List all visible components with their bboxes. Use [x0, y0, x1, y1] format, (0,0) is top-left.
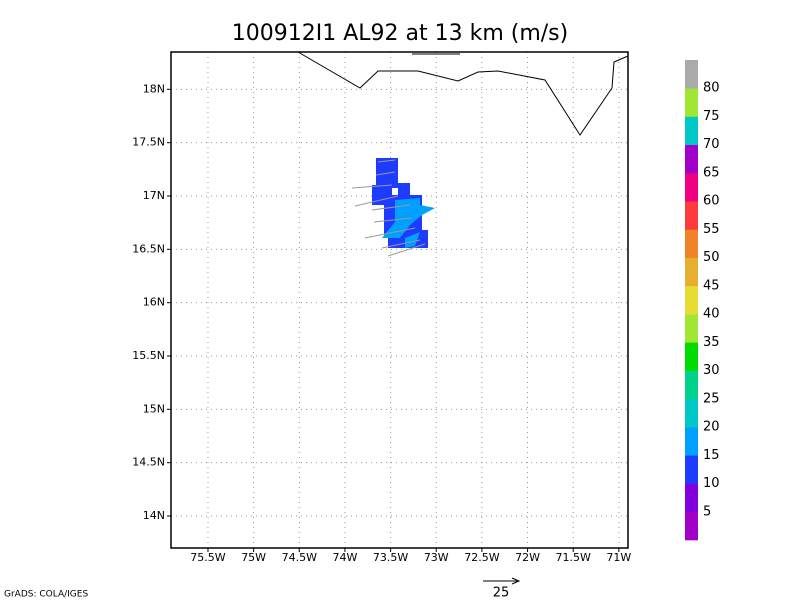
colorbar-swatch [685, 116, 698, 146]
colorbar-label: 15 [703, 448, 720, 463]
wind-field [351, 158, 435, 257]
colorbar-swatch [685, 144, 698, 174]
colorbar-swatch [685, 511, 698, 541]
vector-key: 25 [483, 577, 521, 600]
colorbar-label: 40 [703, 307, 720, 322]
colorbar-label: 35 [703, 335, 720, 350]
lon-label: 71.5W [556, 551, 591, 564]
key-label: 25 [493, 586, 510, 600]
colorbar-swatch [685, 342, 698, 371]
colorbar-label: 75 [703, 109, 720, 124]
lon-label: 74W [333, 551, 358, 564]
lat-label: 16N [143, 296, 165, 309]
colorbar-swatch [685, 229, 698, 258]
colorbar-label: 20 [703, 420, 720, 435]
colorbar-swatch [685, 427, 698, 456]
lat-label: 15N [143, 402, 165, 415]
colorbar-swatch [685, 257, 698, 287]
colorbar-swatch [685, 285, 698, 315]
lon-label: 73.5W [373, 551, 408, 564]
footer: GrADS: COLA/IGES [4, 590, 88, 600]
colorbar-swatch [685, 201, 698, 230]
colorbar-label: 70 [703, 137, 720, 152]
colorbar-label: 50 [703, 250, 720, 265]
lon-label: 75.5W [190, 551, 225, 564]
colorbar-label: 45 [703, 278, 720, 293]
lon-label: 74.5W [282, 551, 317, 564]
lon-label: 75W [241, 551, 266, 564]
lon-label: 71W [606, 551, 631, 564]
colorbar-swatch [685, 455, 698, 484]
colorbar-label: 30 [703, 363, 720, 378]
title: 100912I1 AL92 at 13 km (m/s) [232, 21, 568, 46]
map-frame [170, 51, 629, 549]
lat-label: 15.5N [132, 349, 165, 362]
colorbar-swatch [685, 398, 698, 428]
lat-label: 14N [143, 509, 165, 522]
coastline [297, 51, 629, 136]
lat-label: 17.5N [132, 136, 165, 149]
colorbar-label: 55 [703, 222, 720, 237]
colorbar-label: 10 [703, 476, 720, 491]
lon-label: 73W [424, 551, 449, 564]
colorbar-swatch [685, 88, 698, 117]
wind-cell [405, 232, 420, 248]
colorbar-label: 5 [703, 504, 711, 519]
coast [297, 51, 629, 136]
colorbar-swatch [685, 483, 698, 513]
lat-label: 16.5N [132, 242, 165, 255]
lon-label: 72W [515, 551, 540, 564]
lat-label: 17N [143, 189, 165, 202]
wind-cell [398, 183, 410, 195]
lat-label: 14.5N [132, 456, 165, 469]
key-arrowhead [511, 577, 521, 585]
lat-label: 18N [143, 82, 165, 95]
colorbar-swatch [685, 172, 698, 202]
colorbar-label: 25 [703, 391, 720, 406]
colorbar-label: 60 [703, 194, 720, 209]
grid [171, 52, 628, 548]
colorbar-label: 65 [703, 165, 720, 180]
colorbar: 5 10 15 20 25 30 35 40 45 50 55 60 65 70 75 80 [685, 60, 720, 541]
colorbar-label: 80 [703, 81, 720, 96]
wind-arrows [351, 159, 426, 257]
colorbar-swatch [685, 60, 698, 89]
colorbar-swatch [685, 314, 698, 343]
lon-label: 72.5W [464, 551, 499, 564]
colorbar-swatch [685, 370, 698, 400]
